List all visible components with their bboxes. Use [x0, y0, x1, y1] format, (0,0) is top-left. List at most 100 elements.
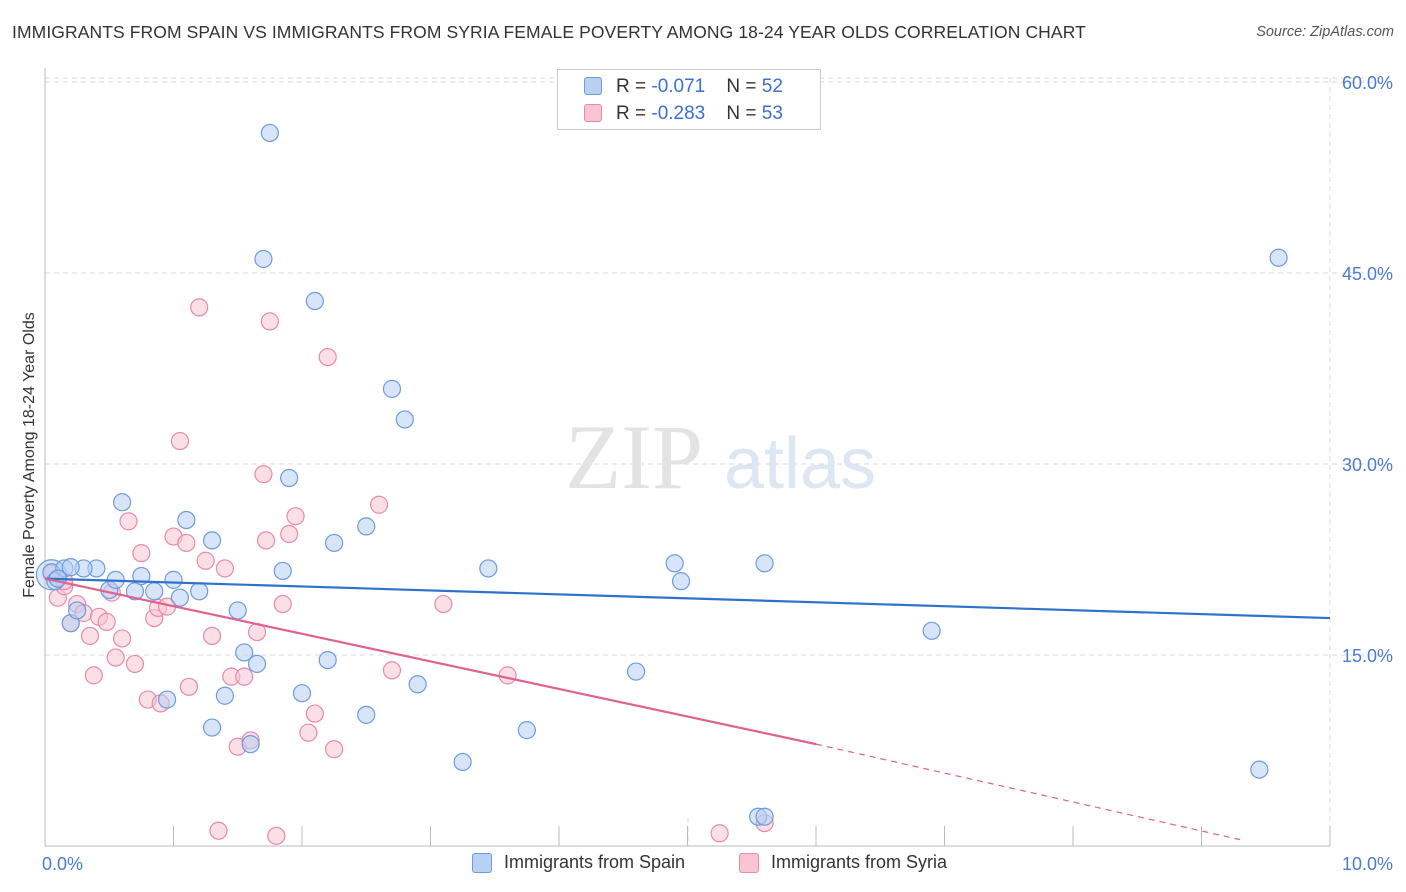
syria-point-9 — [97, 612, 116, 631]
spain-point-10 — [125, 582, 145, 601]
spain-point-38 — [453, 752, 472, 772]
watermark-atlas: atlas — [724, 424, 876, 504]
bottom-legend-label-syria: Immigrants from Syria — [771, 852, 948, 872]
spain-point-28 — [280, 468, 299, 488]
spain-point-33 — [357, 705, 376, 724]
spain-point-15 — [170, 588, 190, 607]
spain-point-39 — [479, 559, 498, 578]
syria-point-26 — [196, 551, 215, 570]
x-tick-label-end: 10.0% — [1342, 854, 1393, 874]
syria-point-46 — [370, 495, 389, 514]
spain-point-26 — [260, 123, 279, 143]
trend-line-spain — [44, 577, 1331, 620]
spain-point-40 — [517, 721, 536, 740]
spain-point-18 — [202, 718, 222, 737]
y-tick-label-2: 45.0% — [1342, 264, 1393, 284]
syria-point-11 — [106, 648, 125, 667]
legend-swatch-spain — [584, 77, 602, 95]
syria-point-14 — [125, 654, 145, 674]
legend-r-value-syria: -0.283 — [651, 103, 706, 124]
spain-point-17 — [190, 582, 209, 601]
y-tick-label-0: 15.0% — [1342, 646, 1393, 666]
trend-lines — [44, 577, 1331, 841]
syria-point-48 — [434, 594, 453, 614]
syria-point-47 — [382, 661, 402, 680]
spain-point-32 — [325, 533, 344, 553]
syria-point-22 — [170, 431, 190, 451]
axes — [44, 68, 1331, 847]
legend-n-label-spain: N = — [726, 76, 762, 97]
y-axis-label: Female Poverty Among 18-24 Year Olds — [21, 312, 38, 598]
legend-r-value-spain: -0.071 — [651, 76, 706, 97]
syria-point-43 — [305, 704, 324, 723]
syria-point-37 — [260, 312, 279, 331]
x-tick-label-start: 0.0% — [42, 854, 83, 874]
tick-labels: 15.0% 30.0% 45.0% 60.0% 0.0% 10.0% — [42, 73, 1393, 874]
spain-point-27 — [273, 561, 292, 581]
spain-point-25 — [254, 249, 273, 269]
syria-point-15 — [132, 544, 151, 563]
syria-point-50 — [710, 824, 729, 843]
syria-point-6 — [80, 626, 100, 646]
syria-point-39 — [273, 594, 292, 614]
syria-point-24 — [179, 677, 199, 696]
syria-point-49 — [498, 666, 517, 685]
spain-point-41 — [626, 662, 646, 681]
syria-point-35 — [254, 465, 273, 484]
watermark-zip: ZIP — [565, 406, 703, 508]
spain-point-47 — [922, 621, 941, 640]
syria-point-36 — [256, 531, 276, 550]
spain-point-19 — [202, 531, 222, 550]
spain-point-43 — [671, 572, 691, 591]
syria-point-44 — [318, 347, 337, 367]
spain-point-42 — [665, 554, 684, 573]
legend-text-syria: R = -0.283 N = 53 — [616, 103, 783, 125]
series-syria-points — [42, 298, 774, 845]
spain-point-36 — [395, 410, 414, 429]
syria-point-25 — [190, 298, 209, 317]
syria-point-29 — [215, 559, 234, 578]
spain-point-14 — [164, 570, 183, 589]
spain-point-30 — [305, 291, 324, 311]
syria-point-27 — [202, 626, 222, 646]
legend-n-label-syria: N = — [726, 103, 762, 124]
trend-line-syria-extension — [815, 743, 1241, 841]
syria-point-41 — [286, 507, 305, 526]
syria-point-42 — [299, 723, 318, 742]
bottom-legend-swatch-spain — [472, 853, 492, 873]
spain-point-9 — [112, 493, 132, 512]
syria-point-7 — [84, 666, 103, 685]
syria-point-23 — [177, 533, 196, 553]
spain-point-45 — [755, 807, 774, 826]
spain-point-23 — [241, 735, 260, 754]
y-tick-label-3: 60.0% — [1342, 73, 1393, 93]
correlation-legend: R = -0.071 N = 52 R = -0.283 N = 53 — [557, 69, 821, 130]
syria-point-28 — [209, 821, 228, 840]
syria-point-12 — [112, 629, 132, 648]
spain-point-29 — [292, 684, 312, 703]
syria-point-40 — [280, 524, 299, 544]
grid-lines — [45, 77, 1392, 846]
spain-point-22 — [235, 643, 254, 662]
spain-point-24 — [247, 654, 267, 674]
legend-swatch-syria — [584, 104, 602, 122]
spain-point-51 — [61, 558, 80, 577]
spain-point-46 — [755, 554, 774, 573]
bottom-legend-swatch-syria — [739, 853, 759, 873]
legend-text-spain: R = -0.071 N = 52 — [616, 76, 783, 98]
legend-r-label-syria: R = — [616, 103, 652, 124]
syria-point-13 — [119, 512, 138, 531]
legend-r-label-spain: R = — [616, 76, 652, 97]
bottom-legend-label-spain: Immigrants from Spain — [504, 852, 686, 872]
spain-point-12 — [145, 582, 164, 601]
spain-point-16 — [177, 510, 196, 530]
syria-point-32 — [235, 667, 254, 686]
spain-point-21 — [228, 601, 247, 620]
syria-point-45 — [325, 740, 344, 759]
spain-point-31 — [318, 650, 337, 670]
spain-point-37 — [408, 675, 427, 694]
spain-point-11 — [132, 566, 151, 586]
spain-point-49 — [1269, 248, 1288, 267]
spain-point-34 — [357, 517, 376, 536]
spain-point-4 — [68, 601, 87, 620]
